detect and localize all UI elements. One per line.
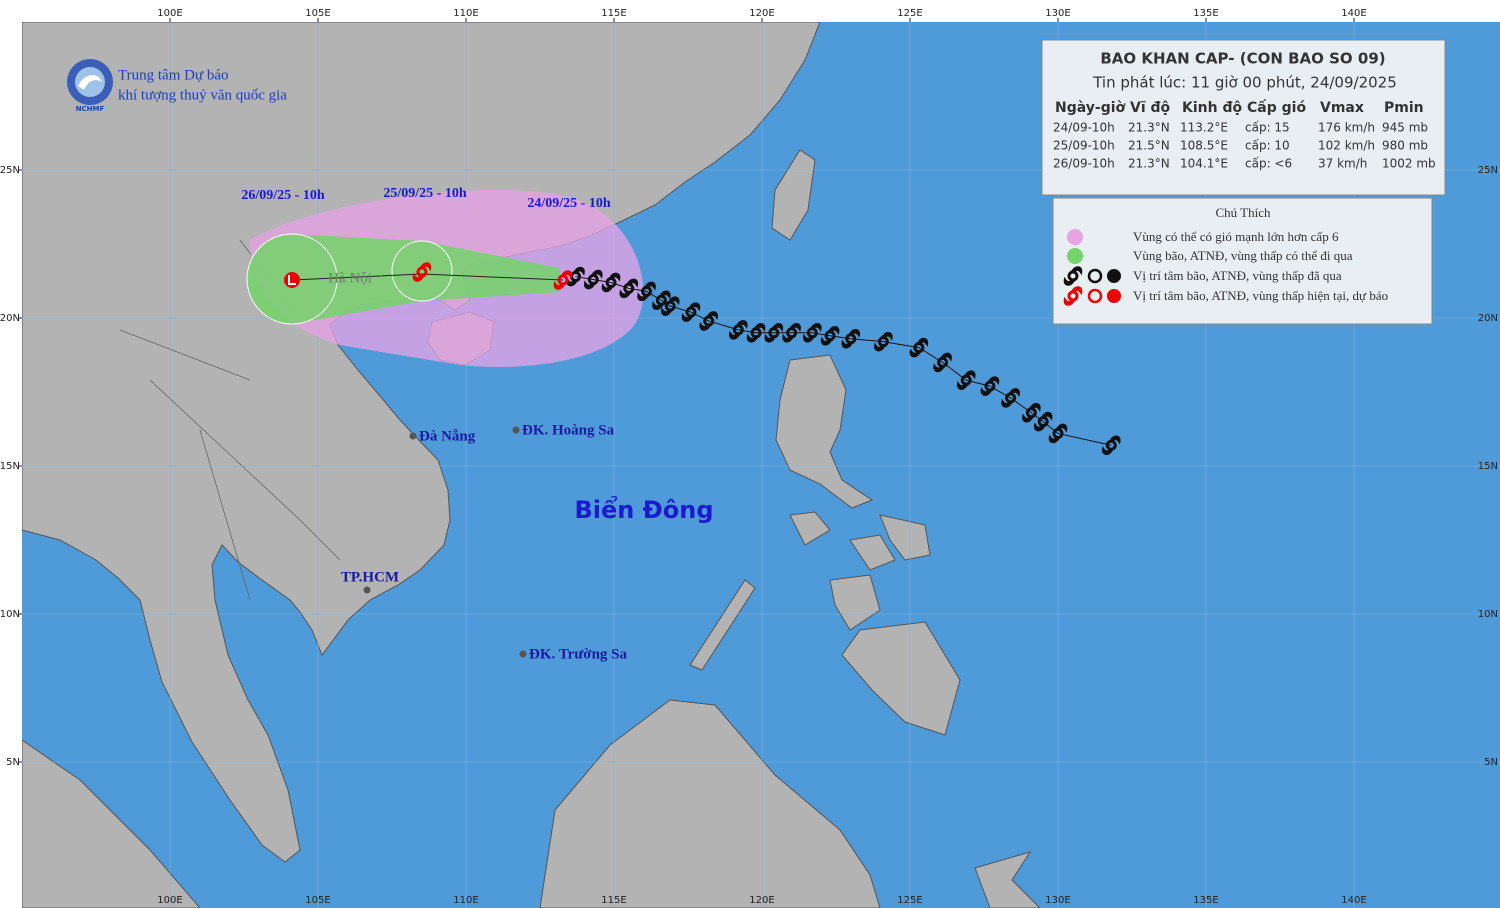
legend-title: Chú Thích — [1215, 205, 1271, 220]
x-tick-label: 105E — [305, 8, 330, 19]
x-tick-label: 135E — [1193, 8, 1218, 19]
forecast-circle — [246, 233, 338, 325]
table-subtitle: Tin phát lúc: 11 giờ 00 phút, 24/09/2025 — [1092, 74, 1397, 92]
logo: NCHMF — [67, 59, 113, 113]
x-tick-label: 110E — [453, 8, 478, 19]
legend-icon — [1087, 268, 1103, 284]
place-label: Hà Nội — [328, 270, 372, 286]
table-cell: 24/09-10h — [1053, 121, 1115, 135]
logo-text: NCHMF — [76, 105, 105, 113]
y-tick-label: 20N — [0, 313, 20, 324]
legend-icon — [1107, 289, 1121, 303]
org-name: Trung tâm Dự báo — [118, 67, 229, 83]
legend-item: Vị trí tâm bão, ATNĐ, vùng thấp hiện tại… — [1133, 288, 1388, 303]
x-tick-label: 110E — [453, 895, 478, 906]
place-dot — [363, 586, 371, 594]
table-cell: 25/09-10h — [1053, 139, 1115, 153]
org-name: khí tượng thuỷ văn quốc gia — [118, 87, 287, 103]
table-cell: 980 mb — [1382, 139, 1428, 153]
y-tick-label: 25N — [1478, 165, 1498, 176]
y-tick-label: 5N — [6, 757, 20, 768]
legend-item: Vùng bão, ATNĐ, vùng thấp có thể đi qua — [1133, 248, 1353, 263]
info-table: BAO KHAN CAP- (CON BAO SO 09) Tin phát l… — [1041, 39, 1446, 196]
place-dot — [512, 426, 520, 434]
legend-icon — [1087, 288, 1103, 304]
x-tick-label: 130E — [1045, 895, 1070, 906]
legend-swatch — [1067, 229, 1083, 245]
table-title: BAO KHAN CAP- (CON BAO SO 09) — [1100, 50, 1385, 68]
y-tick-label: 15N — [1478, 461, 1498, 472]
table-cell: cấp: <6 — [1245, 157, 1292, 171]
table-cell: 21.5°N — [1128, 139, 1170, 153]
forecast-low — [284, 272, 300, 288]
legend-item: Vị trí tâm bão, ATNĐ, vùng thấp đã qua — [1133, 268, 1342, 283]
x-tick-label: 125E — [897, 895, 922, 906]
legend: Chú Thích Vùng có thể có gió mạnh lớn hơ… — [1052, 197, 1433, 325]
x-tick-label: 130E — [1045, 8, 1070, 19]
x-tick-label: 100E — [157, 8, 182, 19]
x-tick-label: 120E — [749, 895, 774, 906]
forecast-label: 24/09/25 - 10h — [527, 196, 610, 211]
place-label: TP.HCM — [341, 569, 399, 585]
place-dot — [519, 650, 527, 658]
table-cell: 102 km/h — [1318, 139, 1375, 153]
sea-label: Biển Đông — [574, 494, 713, 524]
y-tick-label: 25N — [0, 165, 20, 176]
forecast-label: 26/09/25 - 10h — [241, 188, 324, 203]
place-label: ĐK. Trường Sa — [529, 646, 628, 662]
x-tick-label: 135E — [1193, 895, 1218, 906]
column-header: Kinh độ — [1182, 100, 1242, 116]
table-cell: 26/09-10h — [1053, 157, 1115, 171]
place-label: Đà Nẵng — [419, 428, 476, 444]
place-label: ĐK. Hoàng Sa — [522, 422, 615, 438]
table-cell: 176 km/h — [1318, 121, 1375, 135]
x-tick-label: 105E — [305, 895, 330, 906]
column-header: Cấp gió — [1247, 99, 1306, 116]
place-dot — [409, 432, 417, 440]
x-tick-label: 115E — [601, 8, 626, 19]
x-tick-label: 120E — [749, 8, 774, 19]
column-header: Pmin — [1384, 100, 1424, 116]
table-cell: 1002 mb — [1382, 157, 1436, 171]
y-tick-label: 5N — [1484, 757, 1498, 768]
column-header: Vĩ độ — [1130, 100, 1171, 116]
track-cone — [247, 234, 560, 324]
column-header: Ngày-giờ — [1055, 100, 1126, 116]
legend-icon — [1107, 269, 1121, 283]
table-cell: 37 km/h — [1318, 157, 1367, 171]
x-tick-label: 100E — [157, 895, 182, 906]
legend-swatch — [1067, 248, 1083, 264]
x-tick-label: 125E — [897, 8, 922, 19]
x-tick-label: 115E — [601, 895, 626, 906]
table-cell: 104.1°E — [1180, 157, 1228, 171]
table-cell: 21.3°N — [1128, 121, 1170, 135]
y-tick-label: 20N — [1478, 313, 1498, 324]
table-cell: cấp: 15 — [1245, 121, 1290, 135]
table-cell: 21.3°N — [1128, 157, 1170, 171]
table-cell: cấp: 10 — [1245, 139, 1290, 153]
x-tick-label: 140E — [1341, 8, 1366, 19]
forecast-line — [291, 273, 564, 281]
table-cell: 108.5°E — [1180, 139, 1228, 153]
y-tick-label: 10N — [0, 609, 20, 620]
x-tick-label: 140E — [1341, 895, 1366, 906]
y-tick-label: 10N — [1478, 609, 1498, 620]
column-header: Vmax — [1320, 100, 1364, 116]
table-cell: 945 mb — [1382, 121, 1428, 135]
forecast-circle — [391, 240, 453, 302]
y-tick-label: 15N — [0, 461, 20, 472]
legend-item: Vùng có thể có gió mạnh lớn hơn cấp 6 — [1133, 229, 1339, 244]
table-cell: 113.2°E — [1180, 121, 1228, 135]
forecast-label: 25/09/25 - 10h — [383, 186, 466, 201]
